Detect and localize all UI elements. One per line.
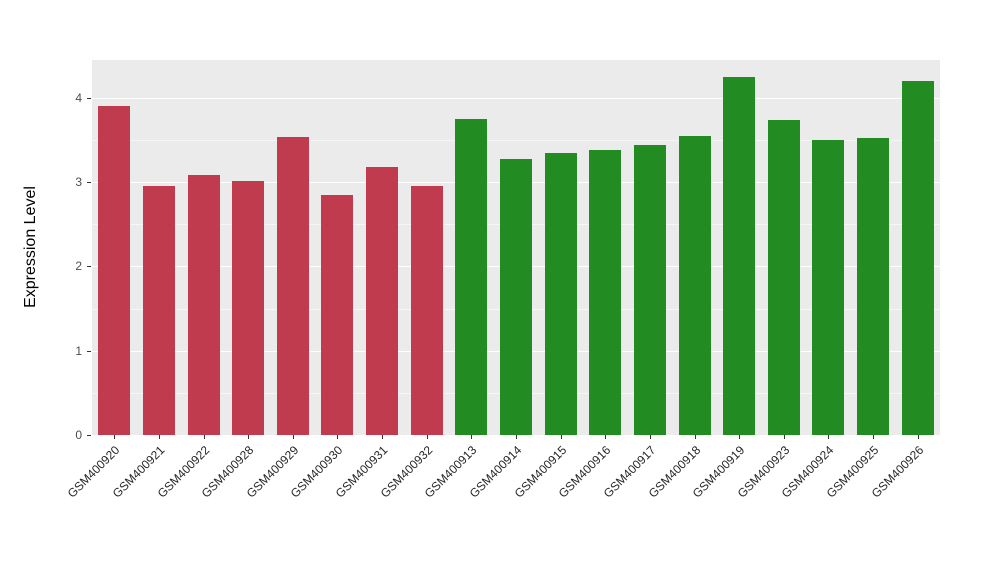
- x-tick-mark: [248, 435, 249, 439]
- bar-GSM400930: [321, 194, 353, 435]
- x-tick-mark: [427, 435, 428, 439]
- x-tick-mark: [739, 435, 740, 439]
- bar-GSM400915: [545, 152, 577, 435]
- x-tick-mark: [784, 435, 785, 439]
- x-tick-mark: [382, 435, 383, 439]
- bar-GSM400926: [902, 81, 934, 435]
- plot-panel: [92, 60, 940, 435]
- bar-GSM400914: [500, 159, 532, 435]
- x-tick-mark: [918, 435, 919, 439]
- bar-GSM400916: [589, 150, 621, 435]
- x-tick-mark: [337, 435, 338, 439]
- x-tick-mark: [159, 435, 160, 439]
- y-tick-mark: [87, 266, 91, 268]
- bar-GSM400929: [277, 136, 309, 435]
- x-tick-mark: [561, 435, 562, 439]
- y-tick-label: 1: [75, 343, 82, 358]
- y-axis-title: Expression Level: [22, 186, 39, 308]
- x-tick-mark: [650, 435, 651, 439]
- x-tick-mark: [114, 435, 115, 439]
- bar-GSM400920: [98, 106, 130, 435]
- y-tick-mark: [87, 182, 91, 184]
- y-tick-mark: [87, 97, 91, 99]
- x-tick-mark: [293, 435, 294, 439]
- bar-GSM400928: [232, 180, 264, 435]
- minor-gridline: [92, 140, 940, 142]
- y-tick-mark: [87, 350, 91, 352]
- major-gridline: [92, 97, 940, 99]
- y-tick-label: 4: [75, 90, 82, 105]
- bar-GSM400918: [679, 135, 711, 435]
- bar-GSM400921: [143, 186, 175, 435]
- x-tick-mark: [873, 435, 874, 439]
- bar-GSM400913: [455, 119, 487, 435]
- bar-GSM400932: [411, 185, 443, 435]
- x-tick-mark: [695, 435, 696, 439]
- bar-GSM400923: [768, 119, 800, 435]
- x-tick-mark: [204, 435, 205, 439]
- x-tick-mark: [516, 435, 517, 439]
- y-tick-label: 3: [75, 175, 82, 190]
- bar-GSM400925: [857, 137, 889, 435]
- bar-GSM400931: [366, 167, 398, 435]
- bar-GSM400922: [188, 175, 220, 435]
- x-tick-mark: [828, 435, 829, 439]
- bar-GSM400919: [723, 76, 755, 435]
- x-tick-mark: [605, 435, 606, 439]
- bar-GSM400924: [812, 140, 844, 435]
- x-tick-mark: [471, 435, 472, 439]
- y-tick-label: 2: [75, 259, 82, 274]
- y-tick-mark: [87, 435, 91, 436]
- bar-GSM400917: [634, 145, 666, 435]
- y-tick-label: 0: [75, 428, 82, 442]
